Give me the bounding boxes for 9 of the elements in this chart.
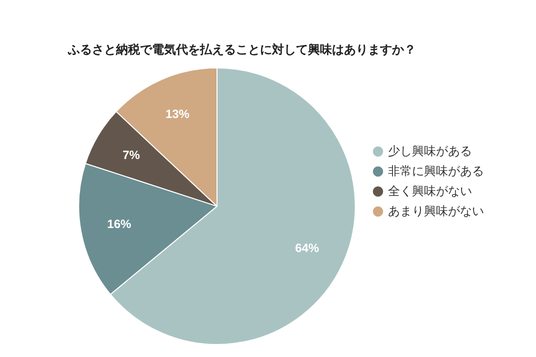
data-label: 7% bbox=[122, 148, 140, 162]
data-label: 13% bbox=[165, 107, 190, 122]
legend-label: 少し興味がある bbox=[388, 144, 472, 158]
legend-label: 非常に興味がある bbox=[388, 164, 484, 178]
data-label: 16% bbox=[107, 217, 132, 232]
legend-label: 全く興味がない bbox=[388, 184, 472, 198]
chart-title: ふるさと納税で電気代を払えることに対して興味はありますか？ bbox=[67, 42, 416, 57]
legend-label: あまり興味がない bbox=[388, 204, 484, 218]
data-label: 64% bbox=[295, 240, 320, 255]
